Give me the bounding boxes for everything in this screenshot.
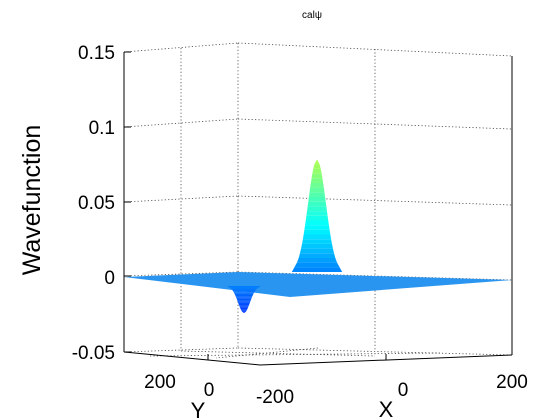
positive-peak-band [308, 202, 327, 207]
positive-peak-band [294, 263, 339, 268]
positive-peak-band [307, 206, 327, 211]
positive-peak-band [297, 258, 337, 263]
negative-peak-band [229, 287, 259, 288]
x-tick-label: 200 [496, 372, 528, 393]
negative-peak-band [232, 289, 256, 290]
chart-title: calψ [302, 10, 322, 21]
grid-floor-3 [181, 351, 375, 356]
x-tick-label: -200 [256, 387, 294, 408]
negative-peak-band [234, 293, 254, 294]
positive-peak-band [309, 192, 325, 197]
grid-floor-5 [150, 353, 440, 356]
negative-peak-band [239, 305, 249, 306]
z-tick-label: 0.1 [89, 118, 115, 139]
grid-z-0.15-back [124, 43, 238, 52]
z-tick-label: 0.05 [78, 193, 115, 214]
positive-peak-band [292, 267, 342, 272]
positive-peak-band [302, 239, 332, 244]
y-tick-label: 200 [144, 372, 176, 393]
positive-peak-band [314, 160, 319, 165]
negative-peak-band [235, 295, 253, 296]
surface-sheet [124, 272, 512, 297]
negative-peak-band [233, 291, 256, 292]
z-tick-label: 0 [104, 268, 115, 289]
z-tick-label: 0.15 [78, 43, 115, 64]
positive-peak-band [312, 169, 321, 174]
x-axis-label: X [379, 397, 394, 420]
negative-peak-band [238, 303, 250, 304]
negative-peak-band [227, 286, 261, 287]
negative-peak-band [242, 312, 246, 313]
negative-peak-band [239, 306, 248, 307]
z-tick-label: -0.05 [72, 343, 115, 364]
wavefunction-surface [124, 160, 512, 314]
positive-peak-band [310, 183, 324, 188]
negative-peak-band [237, 300, 251, 301]
negative-peak-band [240, 309, 247, 310]
negative-peak-band [239, 304, 250, 305]
z-ticks: 0.15 0.1 0.05 0 -0.05 [72, 43, 131, 364]
positive-peak-band [313, 164, 321, 169]
grid-z-0.05-right [238, 196, 512, 205]
positive-peak-band [306, 211, 327, 216]
negative-peak-band [237, 301, 250, 302]
positive-peak-band [311, 178, 323, 183]
negative-peak-band [241, 310, 247, 311]
negative-peak-band [238, 302, 250, 303]
positive-peak-band [299, 253, 336, 258]
negative-peak-band [231, 288, 258, 289]
positive-peak-band [304, 230, 331, 235]
negative-peak-band [237, 298, 252, 299]
z-axis-label: Wavefunction [18, 125, 46, 276]
positive-peak-band [306, 216, 328, 221]
y-axis-label: Y [191, 398, 206, 420]
positive-peak-band [300, 249, 334, 254]
positive-peak [292, 160, 342, 273]
negative-peak-band [233, 292, 254, 293]
positive-peak-band [308, 197, 325, 202]
negative-peak-band [235, 294, 254, 295]
negative-peak-band [236, 297, 252, 298]
positive-peak-band [303, 235, 331, 240]
y-axis-line [124, 352, 260, 365]
negative-peak-band [241, 311, 246, 312]
positive-peak-band [305, 220, 329, 225]
positive-peak-band [301, 244, 333, 249]
x-tick-label: 0 [398, 380, 409, 401]
negative-peak-band [236, 296, 253, 297]
negative-peak-band [240, 307, 248, 308]
positive-peak-band [312, 174, 323, 179]
positive-peak-band [304, 225, 329, 230]
positive-peak-band [310, 188, 325, 193]
